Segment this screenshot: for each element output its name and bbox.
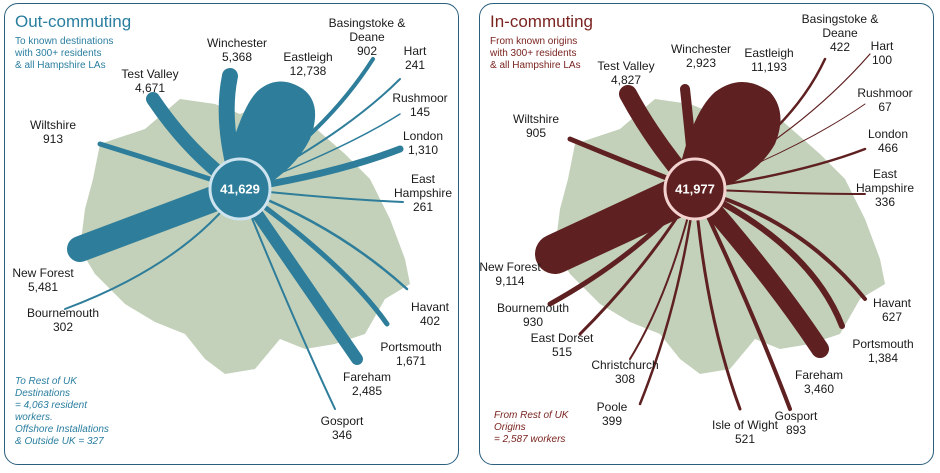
label-bournemouth: Bournemouth 302 bbox=[26, 306, 100, 334]
label-new-forest: New Forest 5,481 bbox=[12, 266, 74, 294]
label-hart: Hart 100 bbox=[870, 39, 894, 67]
center-hub bbox=[208, 157, 272, 221]
out-commuting-panel: Out-commuting To known destinations with… bbox=[4, 3, 459, 465]
panel-title: In-commuting bbox=[490, 12, 593, 31]
in-commuting-map bbox=[535, 53, 885, 411]
label-wiltshire: Wiltshire 905 bbox=[512, 112, 560, 140]
label-hart: Hart 241 bbox=[403, 44, 427, 72]
label-gosport: Gosport 346 bbox=[320, 414, 364, 442]
center-hub bbox=[663, 157, 727, 221]
label-eastleigh: Eastleigh 11,193 bbox=[744, 46, 794, 74]
label-east-hampshire: East Hampshire 261 bbox=[393, 172, 453, 214]
label-new-forest: New Forest 9,114 bbox=[479, 260, 541, 288]
label-gosport: Gosport 893 bbox=[774, 409, 818, 437]
label-havant: Havant 627 bbox=[872, 296, 912, 324]
label-east-dorset: East Dorset 515 bbox=[530, 331, 594, 359]
label-rushmoor: Rushmoor 145 bbox=[392, 91, 448, 119]
hampshire-land-shape bbox=[80, 99, 410, 374]
label-eastleigh: Eastleigh 12,738 bbox=[283, 50, 333, 78]
flow-gosport bbox=[239, 188, 336, 410]
label-wiltshire: Wiltshire 913 bbox=[29, 118, 77, 146]
out-commuting-map bbox=[64, 57, 410, 410]
label-bournemouth: Bournemouth 930 bbox=[496, 301, 570, 329]
label-portsmouth: Portsmouth 1,384 bbox=[852, 337, 914, 365]
panel-subtitle: To known destinations with 300+ resident… bbox=[15, 36, 114, 71]
label-basingstoke: Basingstoke & Deane 422 bbox=[801, 12, 879, 54]
label-basingstoke: Basingstoke & Deane 902 bbox=[328, 16, 406, 58]
rest-of-uk-note: To Rest of UK Destinations = 4,063 resid… bbox=[15, 376, 109, 447]
label-winchester: Winchester 2,923 bbox=[670, 42, 732, 70]
label-london: London 1,310 bbox=[402, 129, 444, 157]
center-total: 41,629 bbox=[220, 181, 260, 197]
rest-of-uk-note: From Rest of UK Origins = 2,587 workers bbox=[494, 410, 569, 445]
flow-gosport bbox=[693, 187, 792, 411]
center-total: 41,977 bbox=[675, 181, 715, 197]
label-isle-of-wight: Isle of Wight 521 bbox=[711, 418, 779, 446]
panel-subtitle: From known origins with 300+ residents &… bbox=[490, 36, 581, 71]
label-rushmoor: Rushmoor 67 bbox=[857, 86, 913, 114]
label-portsmouth: Portsmouth 1,671 bbox=[380, 340, 442, 368]
label-test-valley: Test Valley 4,827 bbox=[597, 59, 655, 87]
label-fareham: Fareham 2,485 bbox=[342, 370, 392, 398]
label-fareham: Fareham 3,460 bbox=[794, 368, 844, 396]
in-commuting-panel: In-commuting From known origins with 300… bbox=[479, 3, 934, 465]
label-london: London 466 bbox=[867, 127, 909, 155]
panel-title: Out-commuting bbox=[15, 12, 132, 31]
label-test-valley: Test Valley 4,671 bbox=[121, 67, 179, 95]
label-east-hampshire: East Hampshire 336 bbox=[855, 167, 915, 209]
label-christchurch: Christchurch 308 bbox=[591, 358, 659, 386]
label-poole: Poole 399 bbox=[596, 400, 628, 428]
label-havant: Havant 402 bbox=[410, 300, 450, 328]
label-winchester: Winchester 5,368 bbox=[206, 36, 268, 64]
